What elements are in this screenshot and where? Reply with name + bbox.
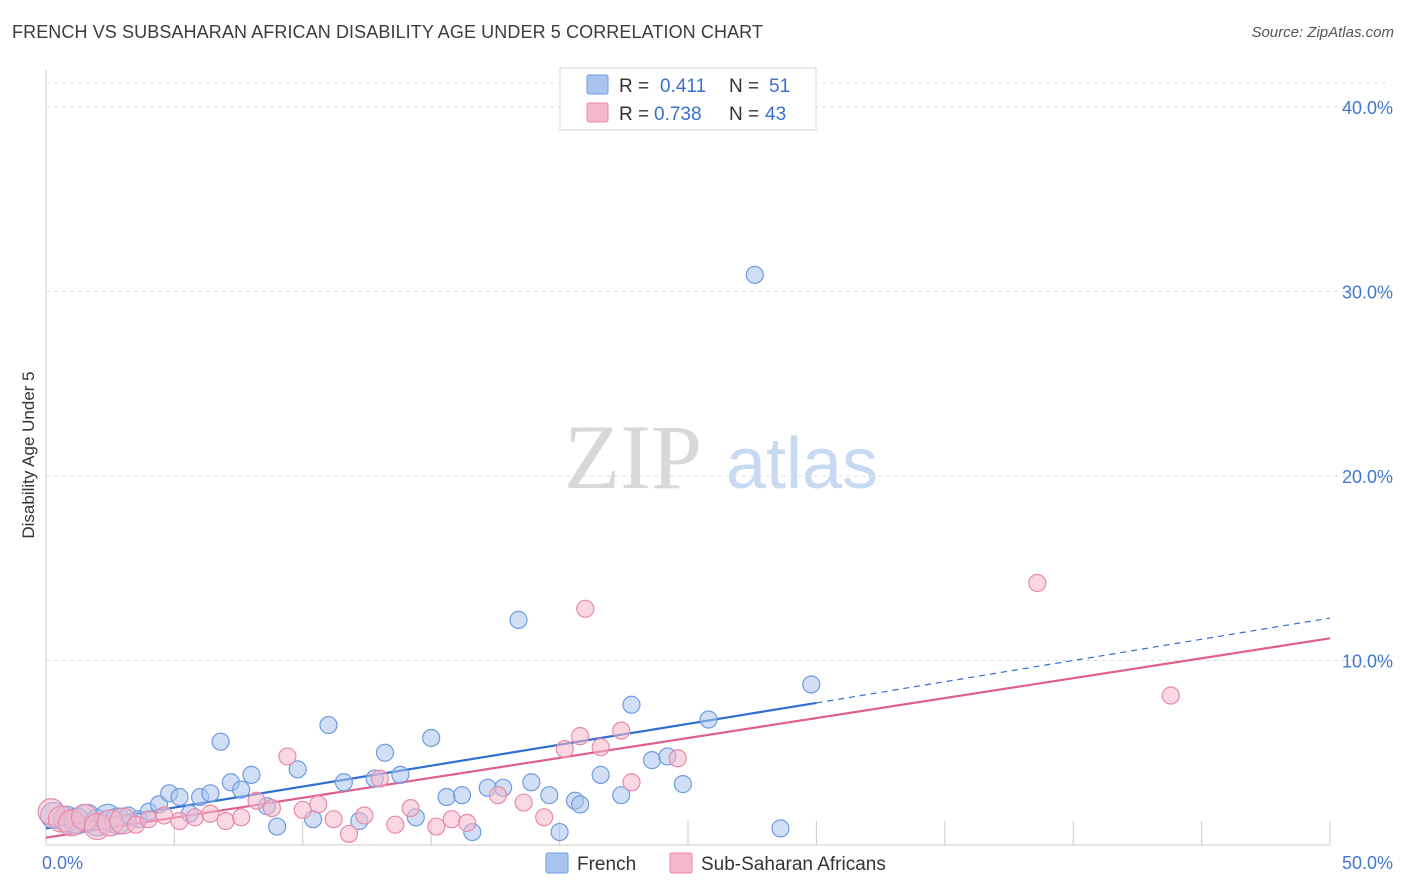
point-subsaharan xyxy=(155,806,174,825)
point-subsaharan xyxy=(262,798,282,818)
point-subsaharan xyxy=(401,798,420,818)
y-tick-label: 20.0% xyxy=(1342,467,1393,487)
point-subsaharan xyxy=(355,806,374,825)
bottom-legend-label-french: French xyxy=(577,854,636,875)
bottom-legend: French Sub-Saharan Africans xyxy=(545,852,886,875)
point-subsaharan xyxy=(1161,686,1180,705)
legend-box: R = 0.411 N = 51 R = 0.738 N = 43 xyxy=(559,67,817,131)
point-subsaharan xyxy=(201,804,220,823)
legend-r-label-french: R = xyxy=(619,76,649,97)
bottom-legend-swatch-subsaharan xyxy=(669,852,693,874)
watermark-zip: ZIP xyxy=(564,406,702,508)
point-french xyxy=(522,773,541,792)
point-french xyxy=(673,775,692,794)
legend-n-label-subsaharan: N = xyxy=(729,104,759,125)
point-subsaharan xyxy=(170,811,189,831)
point-french xyxy=(201,784,220,803)
point-subsaharan xyxy=(555,739,574,759)
chart-title: FRENCH VS SUBSAHARAN AFRICAN DISABILITY … xyxy=(12,22,764,42)
point-french xyxy=(509,610,528,629)
point-subsaharan xyxy=(370,769,389,788)
y-tick-label: 40.0% xyxy=(1342,98,1393,118)
point-subsaharan xyxy=(668,749,687,768)
point-french xyxy=(591,765,610,784)
point-subsaharan xyxy=(612,721,631,740)
x-tick-label-min: 0.0% xyxy=(42,853,83,873)
point-subsaharan xyxy=(442,810,461,829)
point-french xyxy=(699,710,718,729)
bottom-legend-label-subsaharan: Sub-Saharan Africans xyxy=(701,854,886,875)
bottom-legend-swatch-french xyxy=(545,852,569,874)
point-french xyxy=(550,822,569,842)
watermark: ZIP atlas xyxy=(564,406,878,508)
point-subsaharan xyxy=(324,810,343,829)
point-subsaharan xyxy=(247,791,266,810)
watermark-atlas: atlas xyxy=(726,424,878,504)
point-french xyxy=(242,765,261,784)
point-subsaharan xyxy=(1028,573,1047,593)
point-subsaharan xyxy=(488,786,508,805)
point-french xyxy=(771,819,790,838)
point-subsaharan xyxy=(216,811,235,831)
point-subsaharan xyxy=(427,817,446,836)
point-subsaharan xyxy=(514,793,533,812)
legend-r-value-french: 0.411 xyxy=(660,76,706,97)
point-french xyxy=(211,732,230,751)
legend-swatch-french xyxy=(586,74,609,95)
trend-line-subsaharan xyxy=(45,637,1331,839)
tick-labels: 10.0% 20.0% 30.0% 40.0% 0.0% 50.0% xyxy=(42,98,1393,873)
trend-line-french xyxy=(45,701,817,830)
point-subsaharan xyxy=(293,800,312,820)
point-french xyxy=(437,787,456,807)
point-subsaharan xyxy=(278,747,297,766)
trend-line-french-extension xyxy=(816,617,1331,704)
point-french xyxy=(745,265,764,284)
point-french xyxy=(375,743,395,762)
legend-swatch-subsaharan xyxy=(586,102,609,123)
y-axis-title: Disability Age Under 5 xyxy=(19,371,38,538)
point-french xyxy=(288,760,307,779)
point-french xyxy=(802,675,821,694)
trend-lines xyxy=(45,617,1331,839)
point-french xyxy=(319,715,338,735)
legend-n-label-french: N = xyxy=(729,76,759,97)
x-tick-label-max: 50.0% xyxy=(1342,853,1393,873)
point-subsaharan xyxy=(591,738,610,757)
point-french xyxy=(571,795,590,814)
point-subsaharan xyxy=(458,813,477,832)
point-french xyxy=(622,695,641,714)
point-french xyxy=(422,728,441,748)
point-subsaharan xyxy=(535,808,554,827)
point-french xyxy=(540,786,559,805)
point-subsaharan xyxy=(622,773,641,792)
point-french xyxy=(232,780,251,799)
point-subsaharan xyxy=(576,599,595,618)
point-french xyxy=(170,787,189,807)
legend-r-value-subsaharan: 0.738 xyxy=(654,104,702,125)
point-subsaharan xyxy=(139,810,158,829)
legend-n-value-subsaharan: 43 xyxy=(765,104,786,125)
legend-n-value-french: 51 xyxy=(769,76,790,97)
point-french xyxy=(642,751,662,770)
point-french xyxy=(334,773,353,792)
point-subsaharan xyxy=(185,808,205,827)
y-tick-label: 30.0% xyxy=(1342,282,1393,302)
point-french xyxy=(612,786,631,805)
point-french xyxy=(452,786,472,805)
y-tick-label: 10.0% xyxy=(1342,651,1393,671)
point-subsaharan xyxy=(339,824,359,844)
source-label: Source: ZipAtlas.com xyxy=(1251,24,1394,41)
data-points xyxy=(37,265,1180,844)
point-french xyxy=(391,765,410,784)
point-subsaharan xyxy=(386,815,405,834)
gridlines xyxy=(46,82,1390,661)
point-french xyxy=(268,817,287,836)
point-subsaharan xyxy=(309,795,328,814)
point-subsaharan xyxy=(232,808,251,827)
point-subsaharan xyxy=(571,727,590,746)
legend-r-label-subsaharan: R = xyxy=(619,104,649,125)
